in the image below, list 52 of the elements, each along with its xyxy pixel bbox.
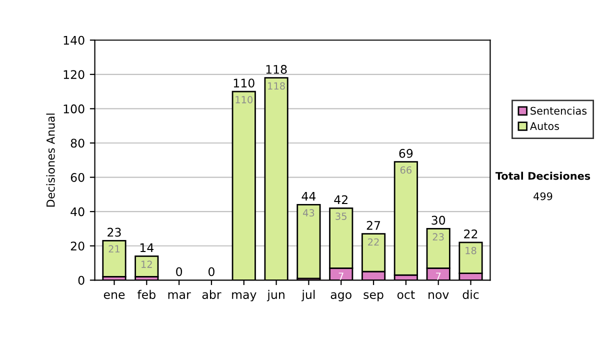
y-tick-label: 100: [64, 104, 84, 114]
bar: [394, 161, 418, 276]
total-label: 110: [234, 78, 254, 88]
y-tick-label: 0: [78, 276, 84, 285]
y-tick-label: 60: [70, 173, 84, 182]
x-tick-label: jun: [266, 290, 284, 302]
x-tick-label: abr: [202, 290, 222, 300]
x-tick-label: ago: [330, 292, 352, 302]
y-tick-label: 20: [70, 242, 84, 251]
data-label: 21: [108, 245, 120, 252]
total-label: 23: [108, 228, 121, 237]
legend-label: Sentencias: [530, 106, 587, 115]
x-tick-label: feb: [137, 290, 156, 300]
data-label: 7: [436, 272, 441, 280]
total-label: 0: [176, 267, 182, 276]
x-tick-label: mar: [168, 292, 191, 300]
text: Total Decisiones: [495, 172, 590, 180]
data-label: 12: [142, 260, 152, 268]
total-label: 44: [302, 192, 316, 201]
x-tick-label: sep: [364, 292, 384, 302]
y-tick-label: 40: [70, 207, 84, 216]
total-label: 0: [208, 267, 214, 276]
data-label: 18: [466, 246, 476, 254]
x-tick-label: may: [232, 292, 256, 302]
data-label: 43: [302, 209, 314, 217]
data-label: 35: [336, 212, 346, 220]
x-tick-label: oct: [397, 290, 415, 300]
y-tick-label: 120: [64, 70, 84, 80]
data-label: 22: [368, 238, 379, 246]
y-tick-label: 80: [70, 138, 84, 148]
data-label: 7: [338, 272, 344, 280]
data-label: 118: [268, 82, 285, 90]
y-tick-label: 140: [64, 36, 84, 45]
x-tick-label: dic: [462, 290, 479, 300]
total-label: 30: [432, 216, 446, 225]
total-label: 14: [140, 243, 154, 252]
total-label: 42: [334, 195, 348, 204]
bar: [102, 240, 126, 278]
total-label: 22: [464, 230, 478, 238]
total-label: 118: [266, 64, 287, 74]
bar: [134, 255, 159, 278]
total-label: 69: [399, 148, 413, 158]
legend-label: Autos: [530, 122, 560, 130]
x-tick-label: jul: [301, 290, 315, 302]
x-tick-label: ene: [104, 292, 125, 300]
x-tick-label: nov: [428, 292, 449, 300]
data-label: 66: [400, 166, 412, 174]
y-axis-title: Decisiones Anual: [46, 114, 55, 207]
data-label: 23: [432, 233, 444, 241]
text: 499: [534, 192, 552, 200]
data-label: 110: [236, 96, 253, 104]
total-label: 27: [366, 220, 380, 230]
